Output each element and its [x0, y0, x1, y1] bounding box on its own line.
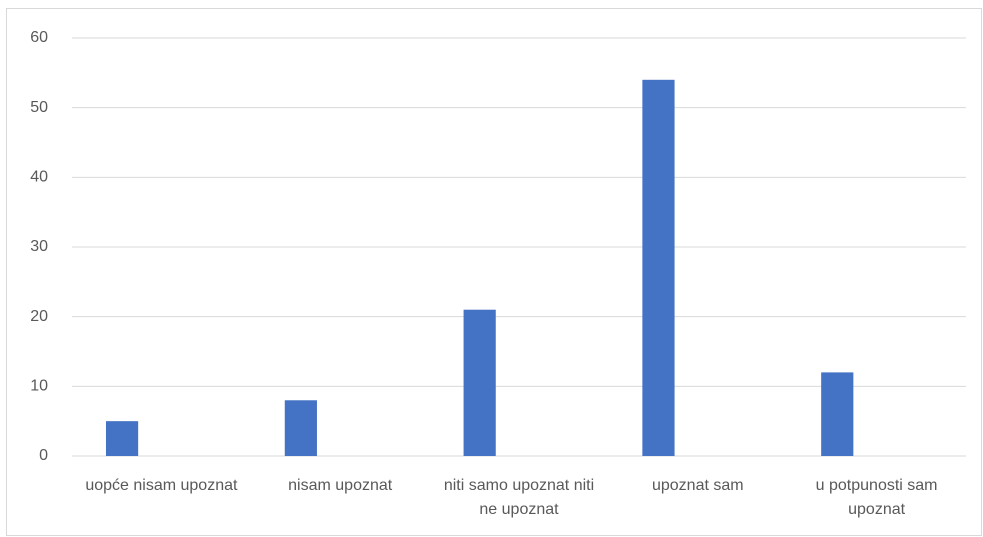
bar — [821, 372, 854, 456]
bar — [284, 400, 317, 456]
bar — [463, 309, 496, 456]
x-tick-label: uopće nisam upoznat — [85, 477, 238, 494]
y-tick-label: 0 — [39, 447, 48, 464]
y-tick-label: 30 — [30, 238, 48, 255]
y-tick-label: 60 — [30, 29, 48, 46]
y-tick-label: 10 — [30, 378, 48, 395]
y-tick-label: 20 — [30, 308, 48, 325]
bar — [105, 421, 139, 456]
x-tick-label: upoznat sam — [651, 477, 744, 494]
chart-border — [6, 8, 982, 536]
x-tick-label: niti samo upoznat niti ne upoznat — [443, 477, 595, 518]
x-tick-label: nisam upoznat — [288, 477, 393, 494]
y-tick-label: 50 — [30, 99, 48, 116]
y-tick-label: 40 — [30, 169, 48, 186]
bar — [642, 79, 675, 457]
x-tick-label: u potpunosti sam upoznat — [815, 477, 938, 518]
